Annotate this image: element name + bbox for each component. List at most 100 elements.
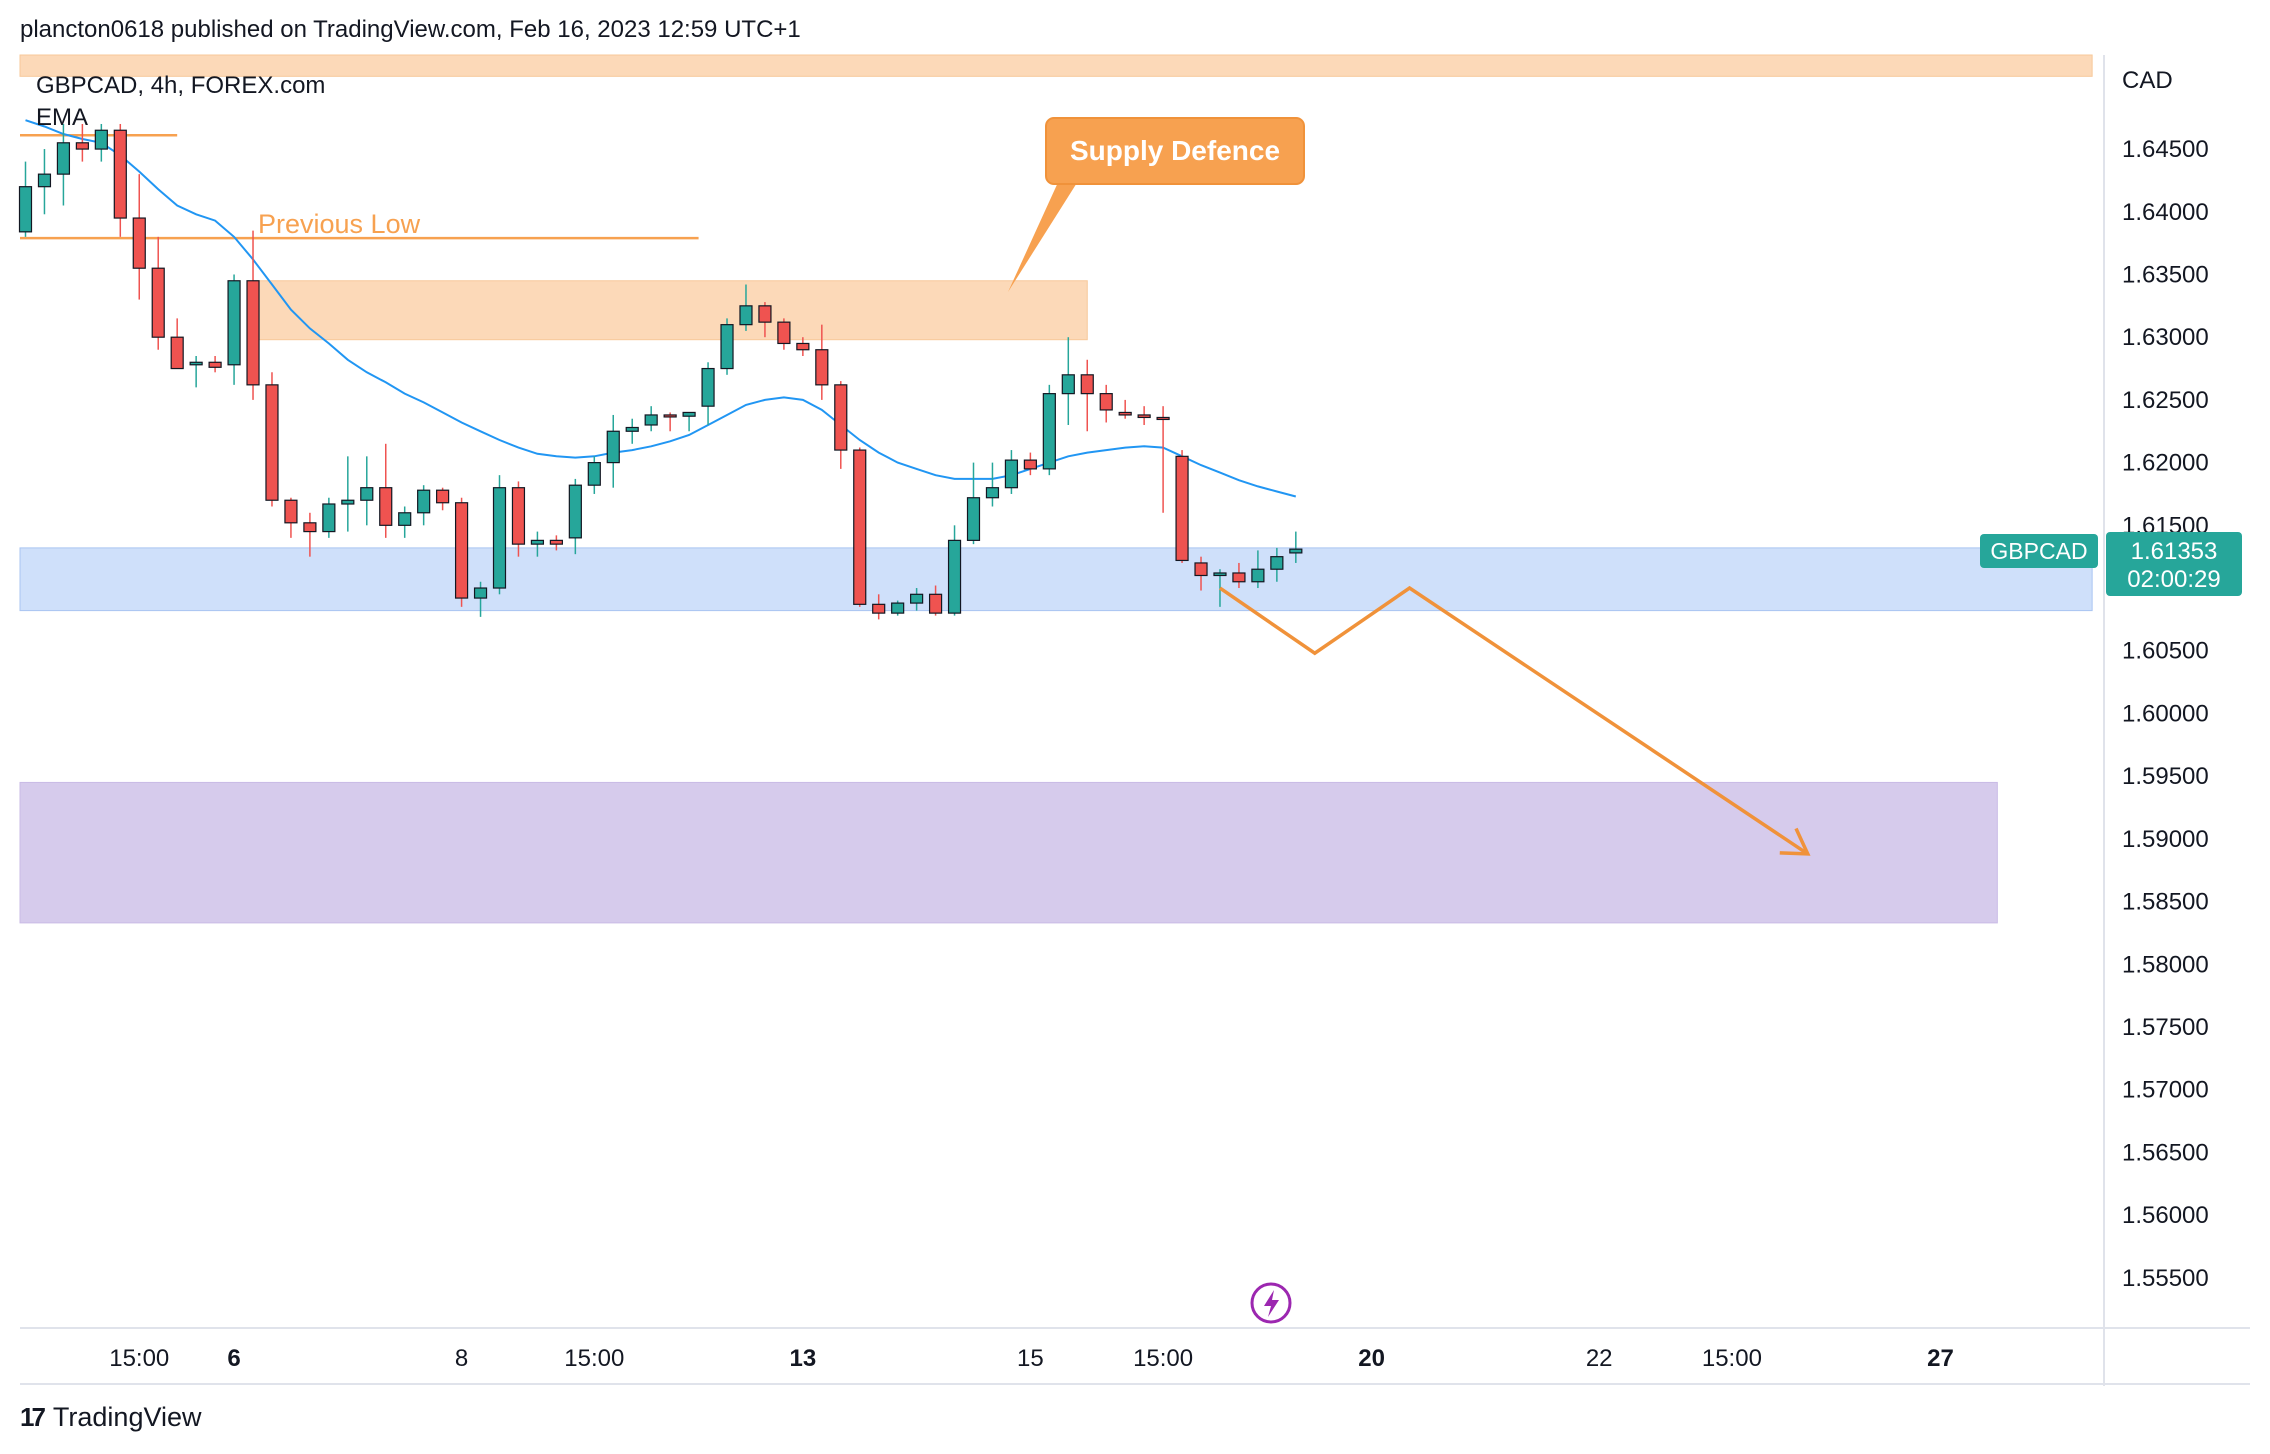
candle-body (1118, 411, 1132, 416)
candle (796, 337, 810, 357)
candle (985, 462, 1000, 507)
candle (1289, 531, 1303, 563)
candle (18, 161, 33, 237)
candle (492, 475, 507, 595)
candle-body (1175, 455, 1189, 562)
candle-body (113, 129, 127, 219)
time-axis[interactable]: 15:00 6 8 15:00 13 15 15:00 20 22 15:00 27 (109, 1345, 1954, 1372)
candle (549, 535, 563, 551)
candle-body (170, 336, 184, 370)
candle (1232, 562, 1246, 589)
candle-body (1137, 414, 1151, 419)
candle-body (1156, 416, 1170, 421)
supply-callout-pointer (1008, 178, 1080, 292)
candle-body (341, 499, 355, 505)
zone-target[interactable] (19, 781, 1998, 924)
symbol-legend[interactable]: GBPCAD, 4h, FOREX.com (36, 72, 326, 99)
candle (682, 411, 696, 432)
candle-body (758, 305, 772, 323)
candle-body (1289, 548, 1303, 554)
candle (644, 406, 658, 432)
price-tick-label: 1.59500 (2122, 763, 2209, 790)
candle (113, 123, 127, 237)
candle (1118, 399, 1132, 419)
candle (132, 174, 146, 300)
symbol-tag-box (1980, 534, 2098, 568)
tradingview-logo[interactable]: 17 TradingView (20, 1402, 202, 1433)
candle (436, 487, 450, 511)
candle-body (644, 414, 658, 426)
candle-body (189, 361, 203, 366)
candle-body (1099, 393, 1113, 411)
price-tick-label: 1.55500 (2122, 1265, 2209, 1292)
candle-body (910, 593, 924, 604)
candle (1194, 556, 1208, 591)
candle (910, 588, 924, 611)
candle (265, 372, 279, 507)
candle-body (891, 602, 905, 614)
candle-body (777, 321, 791, 345)
zone-top-band[interactable] (19, 54, 2093, 77)
candle-body (853, 449, 867, 605)
candle (853, 447, 867, 607)
candle (1042, 384, 1056, 476)
candle-body (682, 411, 696, 417)
candle-body (739, 305, 753, 326)
candle-body (94, 129, 108, 150)
candle (777, 318, 791, 350)
candle (246, 230, 260, 400)
price-tick-label: 1.64500 (2122, 136, 2209, 163)
time-tick-label: 6 (227, 1345, 240, 1372)
candle-body (132, 217, 146, 269)
candle (1099, 384, 1113, 423)
projection-arrowhead (1779, 827, 1811, 856)
candle-body (720, 324, 734, 370)
candle-body (625, 426, 639, 432)
ema-legend[interactable]: EMA (36, 104, 89, 131)
price-tick-label: 1.63000 (2122, 324, 2209, 351)
price-axis[interactable]: 1.64500 1.64000 1.63500 1.63000 1.62500 1.620… (2122, 136, 2209, 1292)
time-tick-label: 15 (1017, 1345, 1044, 1372)
candle-body (1270, 556, 1284, 570)
candle (928, 585, 943, 616)
supply-callout-box[interactable] (1045, 117, 1305, 185)
candle-body (587, 462, 601, 486)
candle (417, 485, 431, 526)
candle-body (379, 487, 393, 526)
candle (1080, 359, 1094, 432)
price-tick-label: 1.60500 (2122, 638, 2209, 665)
price-tick-label: 1.59000 (2122, 826, 2209, 853)
candle-body (1232, 572, 1246, 583)
supply-callout-text: Supply Defence (1070, 135, 1280, 166)
candle-body (265, 384, 279, 501)
zone-demand[interactable] (19, 547, 2093, 612)
price-tick-label: 1.62000 (2122, 450, 2209, 477)
candle (872, 594, 886, 620)
candle-body (75, 142, 89, 150)
candle (606, 414, 620, 488)
time-tick-label: 8 (455, 1345, 468, 1372)
projection-path[interactable] (1218, 585, 1809, 856)
candle (379, 443, 393, 538)
candle-body (37, 173, 52, 188)
candle-body (454, 502, 469, 599)
candle-body (834, 384, 848, 451)
candle-body (985, 487, 1000, 499)
price-tick-label: 1.56000 (2122, 1202, 2209, 1229)
candle (1270, 547, 1284, 582)
candle (170, 318, 184, 370)
candle (1023, 452, 1037, 476)
candle-body (568, 484, 582, 539)
candle-body (701, 367, 715, 407)
price-tick-label: 1.57000 (2122, 1077, 2209, 1104)
currency-label: CAD (2122, 67, 2173, 94)
price-tick-label: 1.62500 (2122, 387, 2209, 414)
candle-body (966, 497, 981, 541)
time-tick-label: 22 (1586, 1345, 1613, 1372)
ema-line (25, 119, 1297, 498)
zone-supply[interactable] (252, 280, 1088, 341)
candle (966, 462, 981, 545)
candle-body (227, 280, 241, 366)
candle-body (1251, 568, 1265, 583)
